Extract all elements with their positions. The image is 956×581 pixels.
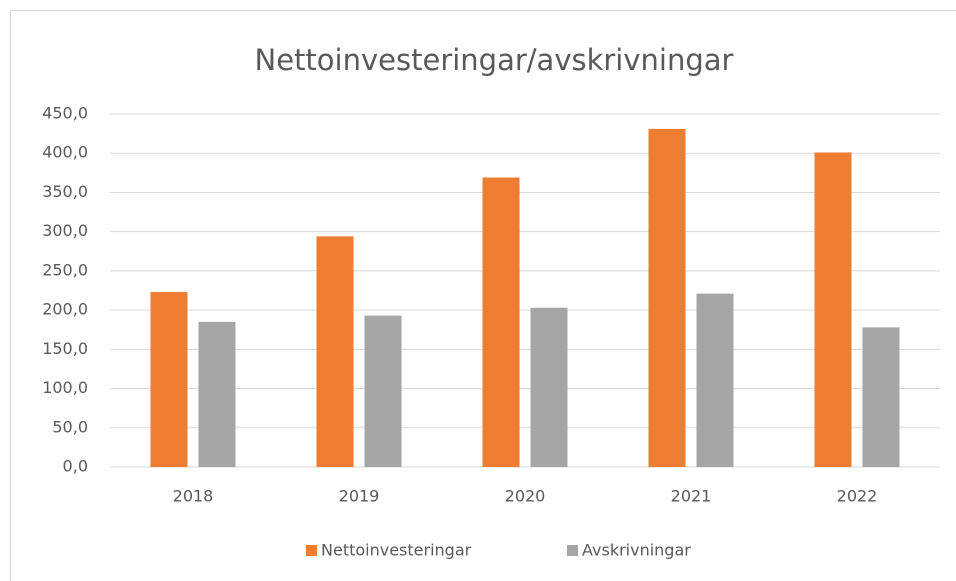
chart-title: Nettoinvesteringar/avskrivningar bbox=[255, 43, 734, 77]
bar bbox=[648, 128, 686, 467]
y-tick-label: 100,0 bbox=[42, 378, 88, 397]
chart-frame bbox=[10, 10, 956, 581]
bar bbox=[814, 152, 852, 467]
y-tick-label: 200,0 bbox=[42, 300, 88, 319]
bar bbox=[316, 236, 354, 467]
bar bbox=[862, 327, 900, 467]
legend-label: Nettoinvesteringar bbox=[321, 541, 472, 560]
y-tick-label: 250,0 bbox=[42, 260, 88, 279]
bar bbox=[696, 293, 734, 467]
legend-label: Avskrivningar bbox=[582, 541, 691, 560]
y-tick-label: 300,0 bbox=[42, 221, 88, 240]
legend-swatch bbox=[306, 545, 317, 556]
bar bbox=[482, 177, 520, 468]
x-tick-label: 2018 bbox=[173, 487, 214, 506]
y-tick-label: 450,0 bbox=[42, 104, 88, 123]
bar bbox=[150, 292, 188, 467]
y-tick-label: 50,0 bbox=[52, 417, 88, 436]
bar bbox=[198, 321, 236, 467]
bar bbox=[364, 315, 402, 467]
legend-swatch bbox=[567, 545, 578, 556]
bar bbox=[530, 307, 568, 467]
y-tick-label: 0,0 bbox=[63, 457, 88, 476]
x-tick-label: 2020 bbox=[505, 487, 546, 506]
x-tick-label: 2021 bbox=[671, 487, 712, 506]
x-tick-label: 2019 bbox=[339, 487, 380, 506]
x-tick-label: 2022 bbox=[837, 487, 878, 506]
y-tick-label: 350,0 bbox=[42, 182, 88, 201]
y-tick-label: 400,0 bbox=[42, 143, 88, 162]
y-tick-label: 150,0 bbox=[42, 339, 88, 358]
